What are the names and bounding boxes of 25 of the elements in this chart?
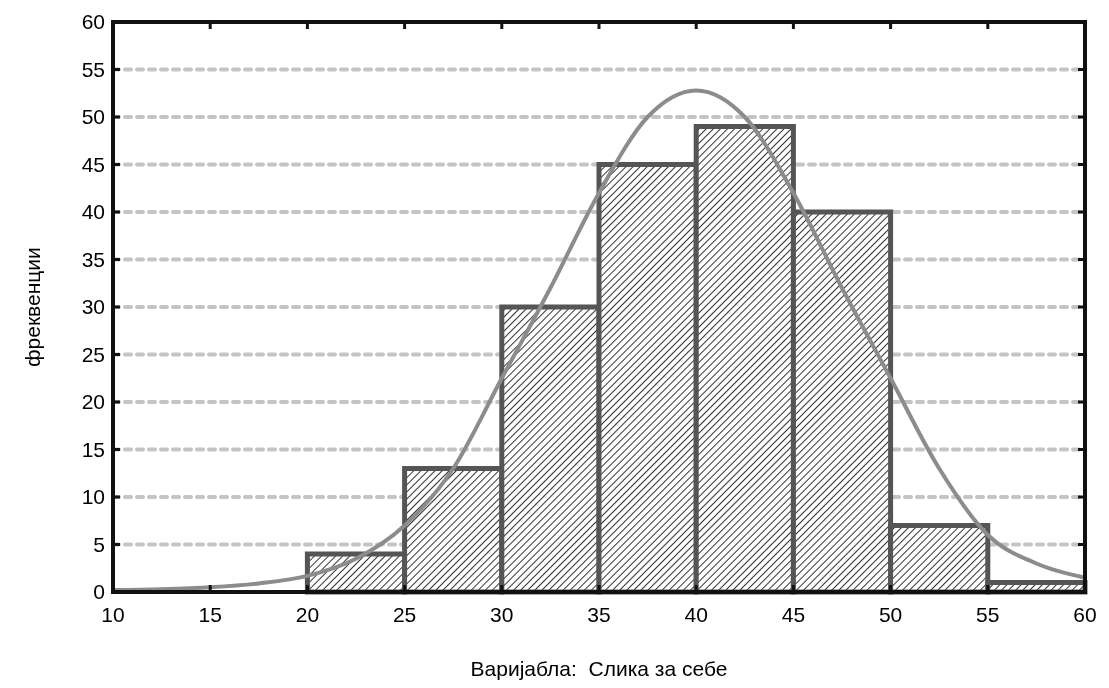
y-tick-label: 25 bbox=[81, 342, 105, 366]
y-tick-label: 10 bbox=[81, 485, 105, 509]
y-tick-label: 55 bbox=[81, 57, 105, 81]
x-tick-label: 35 bbox=[587, 603, 611, 626]
x-tick-label: 25 bbox=[392, 603, 417, 626]
x-tick-label: 30 bbox=[490, 603, 514, 626]
x-axis-title: Варијабла: Слика за себе bbox=[470, 657, 728, 680]
y-tick-label: 60 bbox=[81, 10, 105, 34]
y-tick-label: 45 bbox=[81, 152, 105, 176]
x-tick-label: 50 bbox=[878, 603, 903, 626]
x-tick-label: 55 bbox=[976, 603, 1000, 626]
x-tick-label: 40 bbox=[684, 603, 708, 626]
y-tick-label: 40 bbox=[81, 200, 105, 224]
y-tick-label: 20 bbox=[81, 390, 105, 414]
y-tick-label: 5 bbox=[93, 532, 105, 556]
y-tick-label: 0 bbox=[93, 580, 105, 604]
y-tick-label: 50 bbox=[81, 105, 105, 129]
y-tick-label: 30 bbox=[81, 295, 105, 319]
y-axis-title: фреквенции bbox=[21, 247, 44, 367]
x-tick-label: 60 bbox=[1073, 603, 1097, 626]
x-tick-label: 15 bbox=[198, 603, 222, 626]
y-tick-label: 15 bbox=[81, 437, 105, 461]
y-tick-label: 35 bbox=[81, 247, 105, 271]
x-tick-label: 20 bbox=[295, 603, 320, 626]
x-tick-label: 45 bbox=[781, 603, 806, 626]
